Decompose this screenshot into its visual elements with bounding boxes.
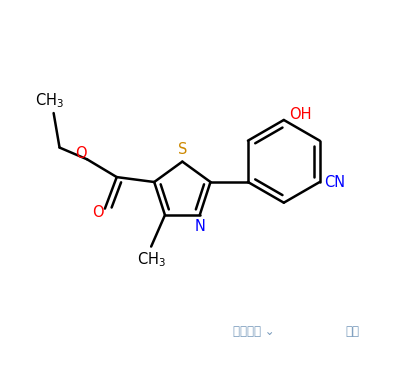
Text: CH$_3$: CH$_3$ (137, 250, 166, 269)
Text: 产品: 产品 (346, 325, 360, 338)
Text: O: O (92, 205, 104, 220)
Text: S: S (178, 142, 187, 157)
Text: CN: CN (325, 175, 346, 190)
Text: 注册资金 ⌄: 注册资金 ⌄ (234, 325, 275, 338)
Text: O: O (76, 146, 87, 161)
Text: N: N (194, 219, 205, 234)
Text: OH: OH (289, 107, 311, 122)
Text: CH$_3$: CH$_3$ (35, 91, 64, 110)
